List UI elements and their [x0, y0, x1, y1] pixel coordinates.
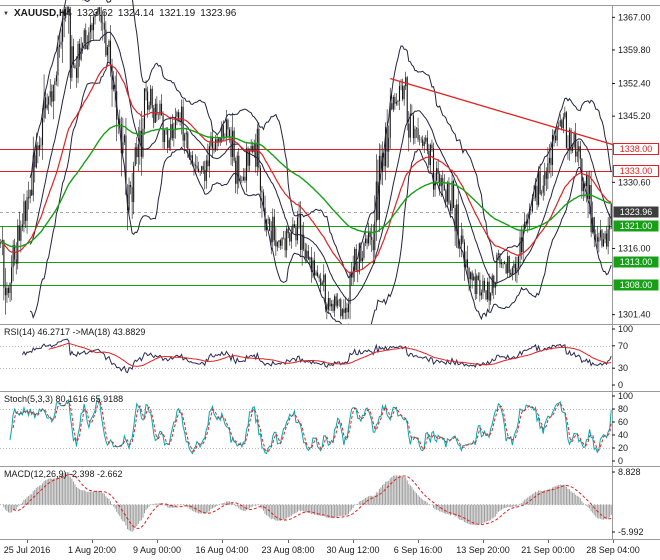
time-axis-label: 16 Aug 04:00 — [195, 545, 249, 555]
time-axis-tick — [548, 540, 549, 543]
svg-text:80: 80 — [618, 404, 628, 414]
svg-text:60: 60 — [618, 417, 628, 427]
time-axis-label: 6 Sep 16:00 — [393, 545, 443, 555]
time-axis-label: 21 Sep 00:00 — [521, 545, 575, 555]
time-axis-label: 9 Aug 00:00 — [132, 545, 182, 555]
rsi-canvas[interactable]: 100 70 30 0 — [0, 324, 660, 391]
svg-text:1301.40: 1301.40 — [618, 310, 651, 320]
macd-canvas[interactable]: 8.828 -5.992 — [0, 466, 660, 539]
svg-text:1321.00: 1321.00 — [620, 221, 653, 231]
svg-text:1359.80: 1359.80 — [618, 45, 651, 55]
trendline[interactable] — [390, 77, 643, 154]
svg-text:-5.992: -5.992 — [618, 527, 644, 537]
support-price-label[interactable]: 1308.00 — [613, 279, 659, 291]
time-axis-tick — [222, 540, 223, 543]
svg-text:100: 100 — [618, 324, 633, 334]
time-axis-tick — [483, 540, 484, 543]
rsi-line — [21, 338, 612, 374]
resistance-price-label[interactable]: 1338.00 — [613, 143, 659, 155]
svg-text:70: 70 — [618, 341, 628, 351]
macd-signal-line — [12, 473, 612, 530]
candle-bodies — [0, 6, 612, 317]
time-axis-label: 1 Aug 20:00 — [67, 545, 117, 555]
time-axis-label: 25 Jul 2016 — [3, 545, 51, 555]
time-axis-label: 30 Aug 12:00 — [326, 545, 380, 555]
time-axis-tick — [613, 540, 614, 543]
main-chart-panel[interactable]: 1367.00 1359.80 1352.40 1345.20 1330.60 1316.… — [0, 0, 660, 324]
svg-text:40: 40 — [618, 430, 628, 440]
support-price-label[interactable]: 1313.00 — [613, 256, 659, 268]
time-axis[interactable]: 25 Jul 2016 1 Aug 20:00 9 Aug 00:00 16 Aug … — [0, 539, 660, 559]
time-axis-tick — [157, 540, 158, 543]
resistance-price-label[interactable]: 1333.00 — [613, 165, 659, 177]
svg-text:1333.00: 1333.00 — [620, 166, 653, 176]
svg-text:100: 100 — [618, 391, 633, 401]
time-axis-label: 13 Sep 20:00 — [456, 545, 510, 555]
rsi-panel[interactable]: 100 70 30 0 RSI(14) 46.2717 ->MA(18) 43.882… — [0, 324, 660, 391]
svg-text:0: 0 — [618, 380, 623, 390]
time-axis-tick — [27, 540, 28, 543]
rsi-ma-line — [48, 342, 612, 367]
svg-text:1345.20: 1345.20 — [618, 111, 651, 121]
svg-text:30: 30 — [618, 363, 628, 373]
time-axis-tick — [92, 540, 93, 543]
time-axis-tick — [288, 540, 289, 543]
stoch-d-line — [12, 399, 612, 453]
current-price-label[interactable]: 1323.96 — [613, 206, 659, 218]
macd-histogram — [1, 472, 612, 532]
svg-text:1338.00: 1338.00 — [620, 144, 653, 154]
bollinger-middle-band — [29, 31, 612, 302]
main-chart-canvas[interactable]: 1367.00 1359.80 1352.40 1345.20 1330.60 1316.… — [0, 0, 660, 324]
time-axis-label: 23 Aug 08:00 — [261, 545, 315, 555]
svg-text:1316.00: 1316.00 — [618, 243, 651, 253]
time-axis-tick — [353, 540, 354, 543]
bollinger-lower-band — [29, 61, 612, 324]
svg-text:1308.00: 1308.00 — [620, 280, 653, 290]
svg-text:1367.00: 1367.00 — [618, 12, 651, 22]
stochastic-panel[interactable]: 100 80 60 40 20 0 Stoch(5,3,3) 80.1616 65.918… — [0, 391, 660, 466]
bollinger-upper-band — [29, 0, 612, 279]
svg-text:1330.60: 1330.60 — [618, 177, 651, 187]
svg-text:8.828: 8.828 — [618, 467, 641, 477]
time-axis-label: 28 Sep 04:00 — [586, 545, 640, 555]
svg-text:20: 20 — [618, 443, 628, 453]
time-axis-tick — [418, 540, 419, 543]
macd-panel[interactable]: 8.828 -5.992 MACD(12,26,9) -2.398 -2.662 — [0, 466, 660, 539]
stochastic-canvas[interactable]: 100 80 60 40 20 0 — [0, 391, 660, 466]
svg-text:1352.40: 1352.40 — [618, 79, 651, 89]
stoch-k-line — [9, 397, 612, 455]
ma-slow-line — [0, 124, 612, 248]
ma-fast-line — [0, 64, 612, 274]
svg-text:1313.00: 1313.00 — [620, 257, 653, 267]
svg-text:1323.96: 1323.96 — [620, 207, 653, 217]
support-price-label[interactable]: 1321.00 — [613, 220, 659, 232]
svg-text:0: 0 — [618, 456, 623, 466]
